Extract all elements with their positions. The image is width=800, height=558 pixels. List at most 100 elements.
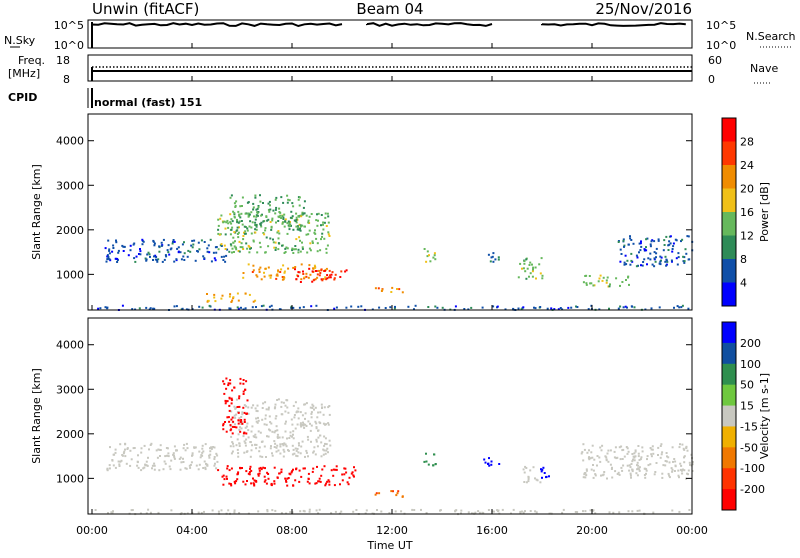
data-cell [628, 469, 631, 472]
data-cell [323, 449, 326, 452]
data-cell [297, 417, 300, 420]
data-cell [233, 231, 236, 234]
data-cell [326, 480, 329, 483]
data-cell [237, 455, 240, 458]
data-cell [321, 279, 324, 282]
data-cell [638, 509, 641, 512]
data-cell [118, 463, 121, 466]
data-cell [191, 308, 194, 311]
data-cell [233, 509, 236, 512]
data-cell [531, 275, 534, 278]
data-cell [297, 451, 300, 454]
data-cell [239, 377, 242, 380]
data-cell [305, 272, 308, 275]
data-cell [309, 242, 312, 245]
data-cell [454, 305, 457, 308]
data-cell [666, 455, 668, 458]
data-cell [244, 230, 247, 233]
data-cell [247, 436, 250, 439]
data-cell [297, 251, 300, 254]
colorbar-swatch [722, 447, 736, 469]
data-cell [680, 469, 683, 472]
colorbar-tick-label: 50 [740, 379, 754, 392]
data-cell [162, 468, 165, 471]
data-cell [235, 229, 238, 232]
data-cell [345, 269, 348, 272]
data-cell [394, 510, 397, 513]
data-cell [612, 511, 615, 514]
data-cell [257, 474, 260, 477]
data-cell [299, 411, 302, 414]
data-cell [274, 417, 277, 420]
data-cell [401, 291, 404, 294]
data-cell [250, 211, 253, 214]
data-cell [201, 444, 204, 447]
data-cell [315, 440, 318, 443]
data-cell [252, 206, 255, 209]
nsearch-tick-top: 10^5 [706, 19, 736, 32]
data-cell [665, 460, 668, 463]
data-cell [546, 307, 549, 310]
data-cell [235, 413, 238, 416]
data-cell [523, 471, 526, 474]
data-cell [198, 463, 201, 466]
data-cell [294, 479, 297, 482]
data-cell [298, 196, 301, 199]
data-cell [665, 263, 668, 266]
data-cell [283, 270, 286, 273]
data-cell [527, 480, 530, 483]
data-cell [423, 248, 426, 250]
data-cell [686, 235, 689, 238]
data-cell [107, 512, 109, 514]
data-cell [247, 263, 250, 266]
data-cell [650, 448, 653, 451]
data-cell [575, 305, 577, 308]
data-cell [209, 450, 212, 453]
data-cell [208, 251, 211, 254]
data-cell [671, 468, 674, 471]
data-cell [633, 452, 636, 455]
data-cell [284, 404, 287, 407]
data-cell [300, 215, 303, 218]
data-cell [360, 305, 363, 308]
data-cell [589, 282, 592, 285]
data-cell [637, 452, 640, 455]
data-cell [260, 214, 263, 217]
data-cell [255, 420, 258, 423]
data-cell [243, 411, 246, 414]
data-cell [278, 472, 281, 475]
data-cell [304, 423, 307, 426]
data-cell [239, 467, 242, 470]
data-cell [232, 445, 235, 448]
data-cell [298, 228, 301, 231]
data-cell [273, 407, 276, 410]
data-cell [161, 260, 164, 263]
data-cell [245, 432, 248, 435]
data-cell [600, 474, 602, 477]
data-cell [538, 263, 541, 266]
data-cell [208, 456, 211, 459]
data-cell [298, 469, 301, 472]
data-cell [264, 401, 267, 404]
data-cell [582, 459, 585, 462]
data-cell [388, 512, 391, 514]
data-cell [131, 509, 134, 511]
data-cell [240, 306, 242, 309]
data-cell [310, 213, 313, 215]
data-cell [108, 464, 111, 467]
data-cell [663, 244, 666, 246]
data-cell [213, 456, 216, 458]
nsky-tick-bottom: 10^0 [54, 39, 84, 52]
data-cell [305, 214, 308, 217]
data-cell [241, 196, 244, 199]
data-cell [211, 509, 214, 512]
data-cell [251, 306, 254, 309]
data-cell [310, 411, 313, 414]
data-cell [286, 194, 289, 197]
data-cell [588, 456, 591, 459]
data-cell [638, 469, 641, 472]
data-cell [284, 251, 287, 253]
data-cell [613, 450, 616, 453]
data-cell [301, 423, 304, 426]
